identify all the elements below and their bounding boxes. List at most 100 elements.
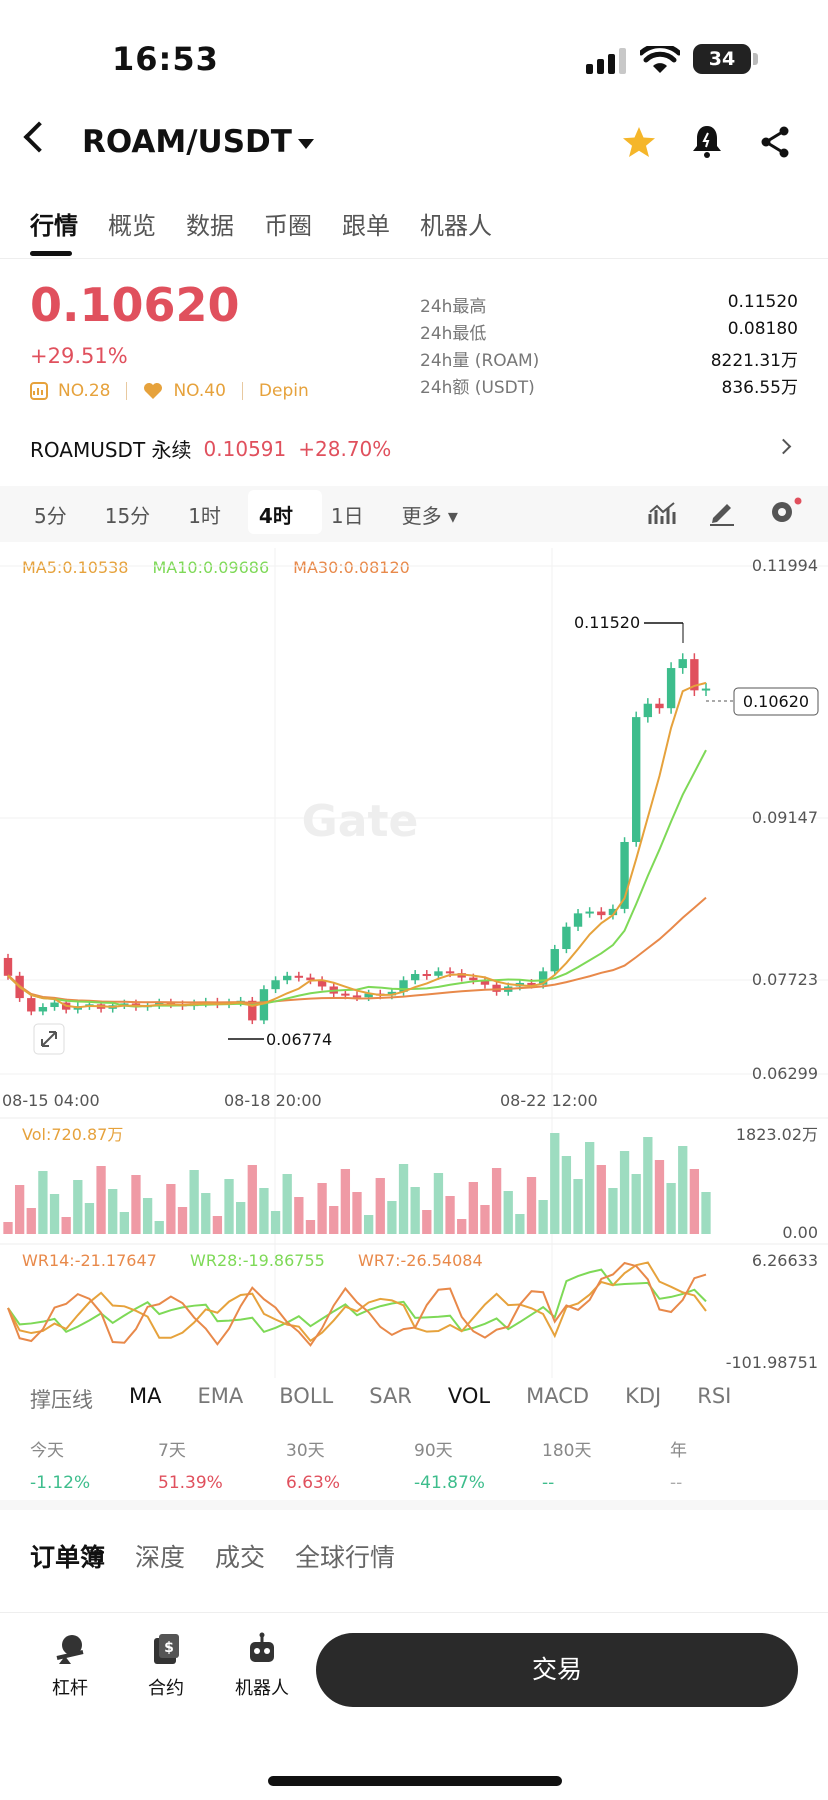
contract-button[interactable]: $ 合约 xyxy=(136,1632,196,1700)
perf-value: -41.87% xyxy=(414,1473,485,1493)
volume-bar xyxy=(596,1165,606,1234)
low-price-tag: 0.06774 xyxy=(266,1030,332,1049)
draw-icon[interactable] xyxy=(708,498,736,526)
candle xyxy=(690,659,699,691)
ind-macd[interactable]: MACD xyxy=(526,1384,590,1408)
ind-ema[interactable]: EMA xyxy=(197,1384,244,1408)
volume-bar xyxy=(480,1205,490,1234)
back-icon[interactable] xyxy=(23,121,55,153)
perf-item: 年 -- xyxy=(670,1436,798,1493)
timeframe-4h[interactable]: 4时 xyxy=(258,504,293,528)
ind-kdj[interactable]: KDJ xyxy=(625,1384,662,1408)
vol-axis-max: 1823.02万 xyxy=(736,1125,818,1144)
ind-sar[interactable]: SAR xyxy=(369,1384,412,1408)
bottom-actions: 杠杆 $ 合约 机器人 xyxy=(40,1632,292,1700)
stat-label: 24h最高 xyxy=(420,297,487,317)
volume-bar xyxy=(701,1192,711,1234)
candle xyxy=(550,949,559,972)
candle xyxy=(27,998,36,1012)
chevron-down-icon[interactable] xyxy=(298,139,314,149)
timeframe-15m[interactable]: 15分 xyxy=(104,504,151,528)
tab-data[interactable]: 数据 xyxy=(186,212,234,240)
candle xyxy=(445,971,455,974)
settings-icon[interactable] xyxy=(768,496,802,528)
timeframe-1h[interactable]: 1时 xyxy=(188,504,221,528)
leverage-icon xyxy=(56,1635,84,1664)
timeframe-5m[interactable]: 5分 xyxy=(34,504,67,528)
tab-circle[interactable]: 币圈 xyxy=(264,212,312,240)
ind-support[interactable]: 撑压线 xyxy=(30,1388,93,1412)
candle xyxy=(317,980,327,987)
candle xyxy=(608,908,618,916)
timeframe-more[interactable]: 更多 ▾ xyxy=(401,504,458,528)
ind-vol[interactable]: VOL xyxy=(447,1384,491,1408)
volume-bar xyxy=(259,1188,269,1234)
candle xyxy=(248,1000,257,1021)
trade-button[interactable]: 交易 xyxy=(316,1633,798,1707)
price-axis-label: 0.07723 xyxy=(752,970,818,989)
candle xyxy=(259,989,269,1021)
leverage-button[interactable]: 杠杆 xyxy=(40,1632,100,1700)
volume-bar xyxy=(131,1175,141,1234)
candle xyxy=(283,975,292,981)
candle xyxy=(271,980,280,990)
tab-copy-trade[interactable]: 跟单 xyxy=(342,212,390,240)
home-indicator[interactable] xyxy=(268,1776,562,1786)
candle xyxy=(597,911,606,916)
tab-trades[interactable]: 成交 xyxy=(215,1543,266,1572)
share-icon[interactable] xyxy=(760,126,790,158)
volume-bar xyxy=(666,1183,676,1234)
ma10-line xyxy=(7,749,707,1008)
tab-orderbook[interactable]: 订单簿 xyxy=(30,1543,106,1572)
volume-bar xyxy=(236,1202,246,1234)
chevron-right-icon[interactable] xyxy=(775,438,792,455)
volume-bar xyxy=(73,1180,83,1234)
candle xyxy=(678,659,687,669)
timeframe-1d[interactable]: 1日 xyxy=(330,504,364,528)
status-time: 16:53 xyxy=(112,40,219,78)
tab-global-market[interactable]: 全球行情 xyxy=(295,1543,396,1572)
pair-title[interactable]: ROAM/USDT xyxy=(82,124,292,160)
bell-icon[interactable] xyxy=(692,124,722,158)
volume-bar xyxy=(422,1210,432,1234)
robot-icon xyxy=(250,1632,274,1662)
tab-depth[interactable]: 深度 xyxy=(135,1543,186,1572)
current-price-text: 0.10620 xyxy=(743,692,809,711)
volume-bar xyxy=(49,1194,60,1234)
time-axis-label: 08-15 04:00 xyxy=(2,1091,100,1110)
candle xyxy=(666,668,676,709)
candle xyxy=(50,1002,59,1008)
ind-rsi[interactable]: RSI xyxy=(697,1384,732,1408)
volume-bar xyxy=(282,1174,292,1234)
rank-badge-2[interactable]: NO.40 xyxy=(173,381,226,401)
indicator-icon[interactable] xyxy=(648,500,676,526)
star-icon[interactable] xyxy=(622,126,656,158)
tab-market[interactable]: 行情 xyxy=(30,212,78,240)
vol-label: Vol:720.87万 xyxy=(22,1125,123,1144)
perf-label: 180天 xyxy=(542,1441,592,1461)
stat-row: 24h量 (ROAM) 8221.31万 xyxy=(420,346,798,373)
tag-badge[interactable]: Depin xyxy=(258,381,309,401)
volume-bar xyxy=(317,1183,327,1234)
tab-overview[interactable]: 概览 xyxy=(108,212,156,240)
kline-chart[interactable]: Gate 0.11994 0.09147 0.07723 0.06299 0.1… xyxy=(0,548,828,1378)
rank-badge-1[interactable]: NO.28 xyxy=(58,381,111,401)
bot-button[interactable]: 机器人 xyxy=(232,1632,292,1700)
volume-bar xyxy=(108,1189,118,1234)
signal-icon xyxy=(586,48,626,74)
volume-bar xyxy=(503,1191,513,1234)
expand-icon[interactable] xyxy=(33,1023,65,1055)
divider xyxy=(0,258,828,259)
timeframe-more-label: 更多 xyxy=(401,504,442,528)
candle xyxy=(643,703,653,718)
perf-item: 90天 -41.87% xyxy=(414,1436,542,1493)
ma30-label: MA30:0.08120 xyxy=(293,558,410,577)
ind-ma[interactable]: MA xyxy=(129,1384,162,1408)
ind-boll[interactable]: BOLL xyxy=(279,1384,334,1408)
candle xyxy=(632,717,641,842)
stat-value: 836.55万 xyxy=(721,378,798,398)
volume-bar xyxy=(573,1179,583,1234)
perpetual-row[interactable]: ROAMUSDT 永续 0.10591 +28.70% xyxy=(30,434,391,463)
ma10-label: MA10:0.09686 xyxy=(152,558,270,577)
tab-bot[interactable]: 机器人 xyxy=(420,212,492,240)
